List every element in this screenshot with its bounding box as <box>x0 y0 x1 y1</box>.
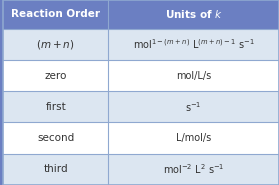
Text: Units of $\mathit{k}$: Units of $\mathit{k}$ <box>165 8 222 20</box>
Bar <box>3 91 108 122</box>
Text: mol$^{-2}$ L$^{2}$ s$^{-1}$: mol$^{-2}$ L$^{2}$ s$^{-1}$ <box>163 162 224 176</box>
Bar <box>108 122 279 154</box>
Bar <box>108 91 279 122</box>
Text: mol$^{1-(m+n)}$ L$^{(m+n)-1}$ s$^{-1}$: mol$^{1-(m+n)}$ L$^{(m+n)-1}$ s$^{-1}$ <box>133 37 254 51</box>
Bar <box>3 154 108 185</box>
Bar <box>3 29 108 60</box>
Bar <box>3 122 108 154</box>
Bar <box>108 60 279 91</box>
Bar <box>3 0 279 29</box>
Text: third: third <box>44 164 68 174</box>
Text: zero: zero <box>45 70 67 81</box>
Text: $(m + n)$: $(m + n)$ <box>37 38 75 51</box>
Text: first: first <box>45 102 66 112</box>
Bar <box>108 154 279 185</box>
Bar <box>108 29 279 60</box>
Text: mol/L/s: mol/L/s <box>176 70 211 81</box>
Text: second: second <box>37 133 74 143</box>
Text: Reaction Order: Reaction Order <box>11 9 100 19</box>
Text: s$^{-1}$: s$^{-1}$ <box>185 100 202 114</box>
Text: L/mol/s: L/mol/s <box>176 133 211 143</box>
Bar <box>3 60 108 91</box>
